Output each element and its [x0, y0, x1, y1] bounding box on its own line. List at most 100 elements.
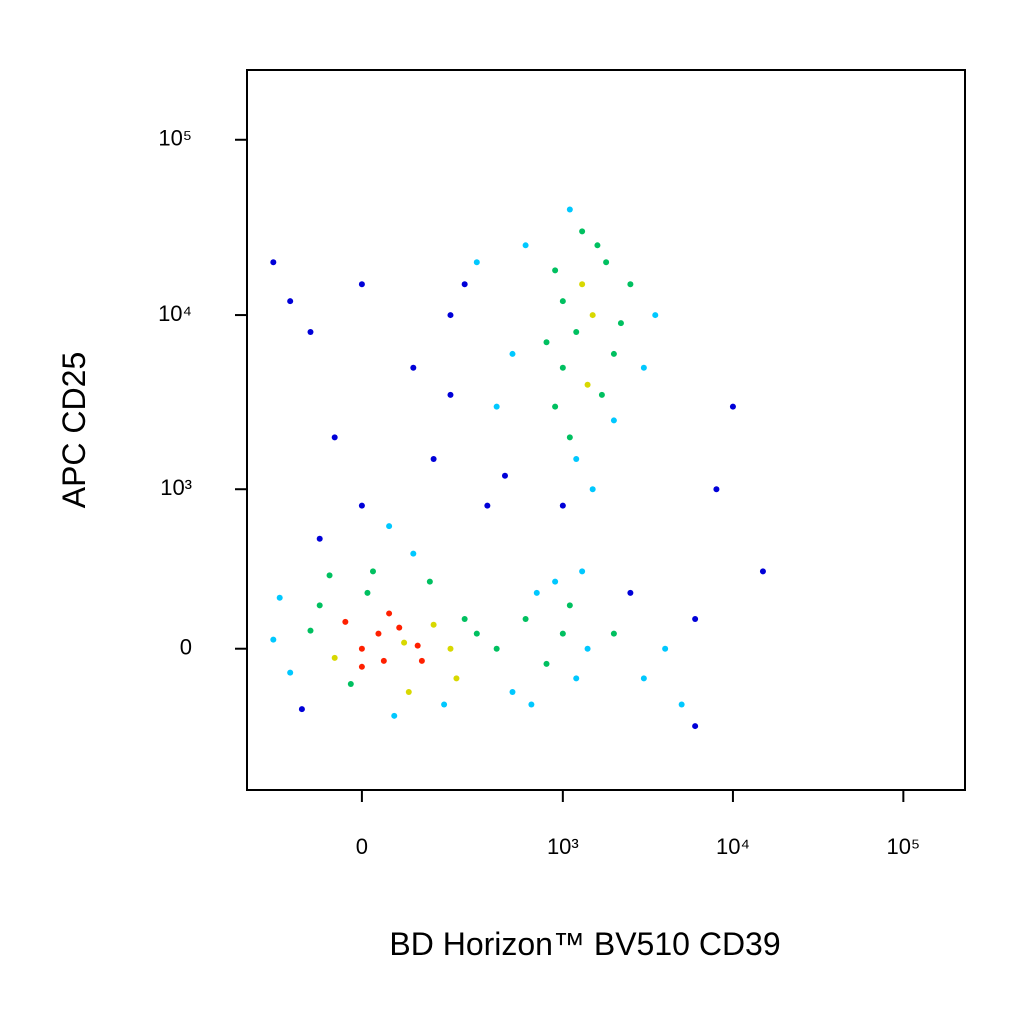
point [401, 639, 408, 646]
point [441, 701, 448, 708]
point [461, 616, 468, 623]
point [627, 589, 634, 596]
point [501, 472, 508, 479]
x-tick-label: 0 [356, 834, 368, 859]
point [418, 657, 425, 664]
point [307, 627, 314, 634]
point [331, 654, 338, 661]
point [552, 267, 559, 274]
point [678, 701, 685, 708]
point [358, 281, 365, 288]
point [358, 663, 365, 670]
point [627, 281, 634, 288]
point [447, 391, 454, 398]
point [331, 434, 338, 441]
point [386, 610, 393, 617]
point [298, 706, 305, 713]
point [559, 630, 566, 637]
point [640, 364, 647, 371]
point [326, 572, 333, 579]
point [610, 417, 617, 424]
point [493, 403, 500, 410]
point [375, 630, 382, 637]
point [453, 675, 460, 682]
x-tick-label: 10⁴ [716, 834, 750, 859]
point [610, 630, 617, 637]
point [364, 589, 371, 596]
x-tick-label: 10³ [547, 834, 579, 859]
point [729, 403, 736, 410]
point [430, 455, 437, 462]
point [528, 701, 535, 708]
point [307, 329, 314, 336]
point [692, 616, 699, 623]
y-axis-title: APC CD25 [56, 352, 92, 509]
point [386, 523, 393, 530]
point [369, 568, 376, 575]
point [347, 680, 354, 687]
point [287, 669, 294, 676]
point [579, 228, 586, 235]
point [559, 298, 566, 305]
point [342, 618, 349, 625]
point [533, 589, 540, 596]
point [573, 455, 580, 462]
point [579, 568, 586, 575]
point [559, 502, 566, 509]
point [589, 486, 596, 493]
points [270, 206, 766, 730]
point [603, 259, 610, 266]
point [276, 594, 283, 601]
point [552, 578, 559, 585]
point [473, 630, 480, 637]
point [391, 712, 398, 719]
y-tick-label: 0 [180, 635, 192, 660]
x-tick-label: 10⁵ [887, 834, 921, 859]
y-tick-label: 10⁵ [158, 126, 192, 151]
point [405, 689, 412, 696]
point [430, 621, 437, 628]
point [566, 434, 573, 441]
point [610, 350, 617, 357]
point [543, 339, 550, 346]
point [484, 502, 491, 509]
point [380, 657, 387, 664]
point [461, 281, 468, 288]
point [598, 391, 605, 398]
point [594, 242, 601, 249]
point [543, 660, 550, 667]
point [414, 642, 421, 649]
point [759, 568, 766, 575]
point [447, 312, 454, 319]
point [573, 329, 580, 336]
point [692, 723, 699, 730]
point [396, 624, 403, 631]
point [589, 312, 596, 319]
point [410, 550, 417, 557]
point [652, 312, 659, 319]
point [552, 403, 559, 410]
point [522, 616, 529, 623]
point [579, 281, 586, 288]
point [270, 636, 277, 643]
point [410, 364, 417, 371]
point [566, 602, 573, 609]
point [270, 259, 277, 266]
point [566, 206, 573, 213]
point [509, 689, 516, 696]
point [559, 364, 566, 371]
point [426, 578, 433, 585]
point [662, 645, 669, 652]
y-tick-label: 10⁴ [158, 301, 192, 326]
point [640, 675, 647, 682]
point [584, 381, 591, 388]
plot-frame [246, 69, 966, 791]
x-axis-title: BD Horizon™ BV510 CD39 [389, 926, 780, 962]
point [316, 602, 323, 609]
point [358, 502, 365, 509]
point [509, 350, 516, 357]
point [522, 242, 529, 249]
point [316, 535, 323, 542]
point [493, 645, 500, 652]
point [287, 298, 294, 305]
